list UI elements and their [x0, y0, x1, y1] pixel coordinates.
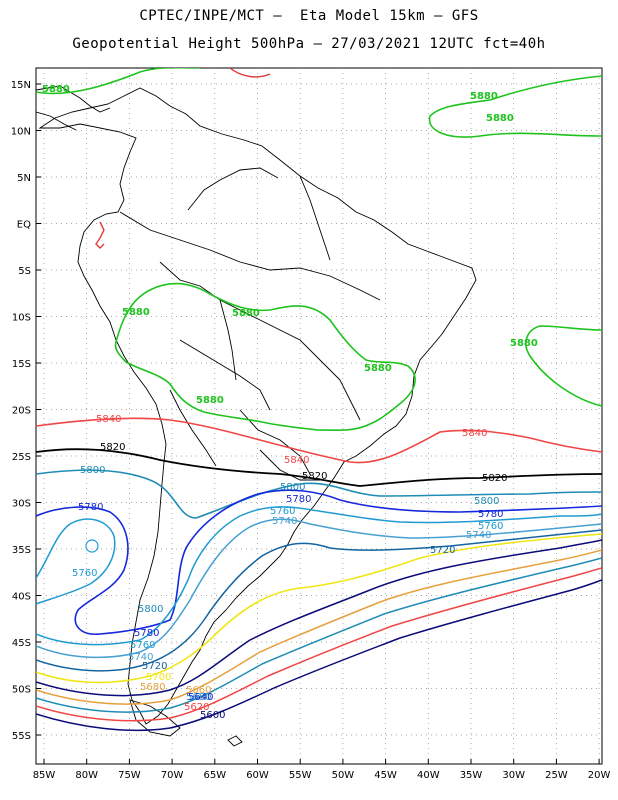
lat-label: 35S [12, 545, 31, 556]
contour-label: 5720 [430, 545, 455, 556]
lat-label: 15N [11, 80, 31, 91]
contour-label: 5820 [100, 442, 125, 453]
central-america-coast [36, 85, 111, 131]
contour-5760 [36, 506, 602, 646]
lon-label: 35W [460, 770, 483, 781]
contour-5800 [36, 469, 602, 519]
contour-label: 5880 [122, 307, 150, 318]
lon-label: 60W [246, 770, 269, 781]
contour-label: 5840 [284, 455, 309, 466]
contour-label: 5780 [134, 628, 159, 639]
contour-label: 5800 [138, 604, 163, 615]
contour-label: 5640 [188, 692, 213, 703]
contour-label: 5800 [474, 496, 499, 507]
contour-label: 5740 [128, 652, 153, 663]
lat-label: 30S [12, 499, 31, 510]
contour-label: 5880 [196, 395, 224, 406]
contour-label: 5680 [140, 682, 165, 693]
lat-label: 20S [12, 406, 31, 417]
contour-label: 5780 [78, 502, 103, 513]
contour-5860-small [95, 221, 105, 249]
lon-label: 55W [289, 770, 312, 781]
lat-label: 5N [17, 173, 31, 184]
contour-5680-a [36, 539, 602, 697]
contour-5760-closed [85, 539, 99, 553]
contour-label: 5660 [186, 685, 211, 696]
contour-5620 [36, 567, 602, 722]
lon-label: 25W [545, 770, 568, 781]
contour-label: 5760 [270, 506, 295, 517]
lat-label: 15S [12, 359, 31, 370]
lat-label: 25S [12, 452, 31, 463]
contour-label: 5760 [130, 640, 155, 651]
contour-label: 5840 [96, 414, 121, 425]
contour-label: 5780 [286, 494, 311, 505]
lon-label: 80W [75, 770, 98, 781]
contour-5600 [36, 579, 602, 732]
lon-label: 75W [118, 770, 141, 781]
lat-label: 10S [12, 313, 31, 324]
contour-label: 5880 [510, 338, 538, 349]
contour-label: 5800 [80, 465, 105, 476]
lat-label: 50S [12, 685, 31, 696]
contour-label: 5820 [302, 471, 327, 482]
lat-label: 55S [12, 731, 31, 742]
contour-5640 [36, 557, 602, 713]
lon-label: 30W [502, 770, 525, 781]
contour-5880 [36, 68, 602, 432]
contour-label: 5780 [478, 509, 503, 520]
contour-5780 [36, 489, 602, 635]
lon-label: 20W [588, 770, 611, 781]
contour-5840 [36, 417, 602, 464]
lat-lon-grid [36, 68, 602, 764]
lon-label: 85W [33, 770, 56, 781]
contour-label: 5880 [364, 363, 392, 374]
contour-label: 5600 [200, 710, 225, 721]
lat-label: 10N [11, 127, 31, 138]
lon-label: 50W [332, 770, 355, 781]
axis-ticks [36, 83, 600, 764]
contour-label: 5800 [280, 482, 305, 493]
coastlines [36, 85, 477, 747]
contour-label: 5880 [42, 84, 70, 95]
lat-label: 45S [12, 638, 31, 649]
contour-5700 [36, 533, 602, 684]
contour-labels: 5880 5880 5880 5880 5880 5880 5880 5880 … [42, 84, 538, 721]
lat-label: 5S [18, 266, 31, 277]
lon-label: 45W [374, 770, 397, 781]
south-america-coast [38, 87, 477, 725]
longitude-labels: 85W 80W 75W 70W 65W 60W 55W 50W 45W 40W 35W 30W 25W 2… [33, 770, 611, 781]
lat-label: EQ [17, 220, 31, 231]
contour-5660 [36, 549, 602, 705]
lon-label: 70W [161, 770, 184, 781]
contour-5820 [36, 448, 602, 487]
contour-5720 [36, 529, 602, 672]
contour-label: 5760 [72, 568, 97, 579]
plot-frame [35, 67, 603, 765]
falkland-islands [227, 735, 243, 747]
contour-label: 5620 [184, 702, 209, 713]
contour-label: 5700 [146, 672, 171, 683]
contour-label: 5840 [462, 428, 487, 439]
contour-label: 5740 [466, 530, 491, 541]
latitude-labels: 15N 10N 5N EQ 5S 10S 15S 20S 25S 30S 35S 40S 45S 50S 5… [11, 80, 31, 742]
lat-label: 40S [12, 592, 31, 603]
contour-label: 5880 [232, 308, 260, 319]
contour-label: 5820 [482, 473, 507, 484]
map-subtitle: Geopotential Height 500hPa – 27/03/2021 … [72, 36, 546, 52]
contour-label: 5720 [142, 661, 167, 672]
tierra-del-fuego [129, 699, 181, 737]
lon-label: 40W [417, 770, 440, 781]
country-borders [119, 167, 381, 481]
contour-5860-top [229, 68, 271, 78]
contour-label: 5680 [186, 692, 211, 703]
contour-label: 5760 [478, 521, 503, 532]
lon-label: 65W [203, 770, 226, 781]
contour-label: 5740 [272, 516, 297, 527]
contour-label: 5880 [486, 113, 514, 124]
contour-label: 5880 [470, 91, 498, 102]
contour-5740 [36, 518, 602, 659]
map-title: CPTEC/INPE/MCT – Eta Model 15km – GFS [139, 8, 479, 24]
